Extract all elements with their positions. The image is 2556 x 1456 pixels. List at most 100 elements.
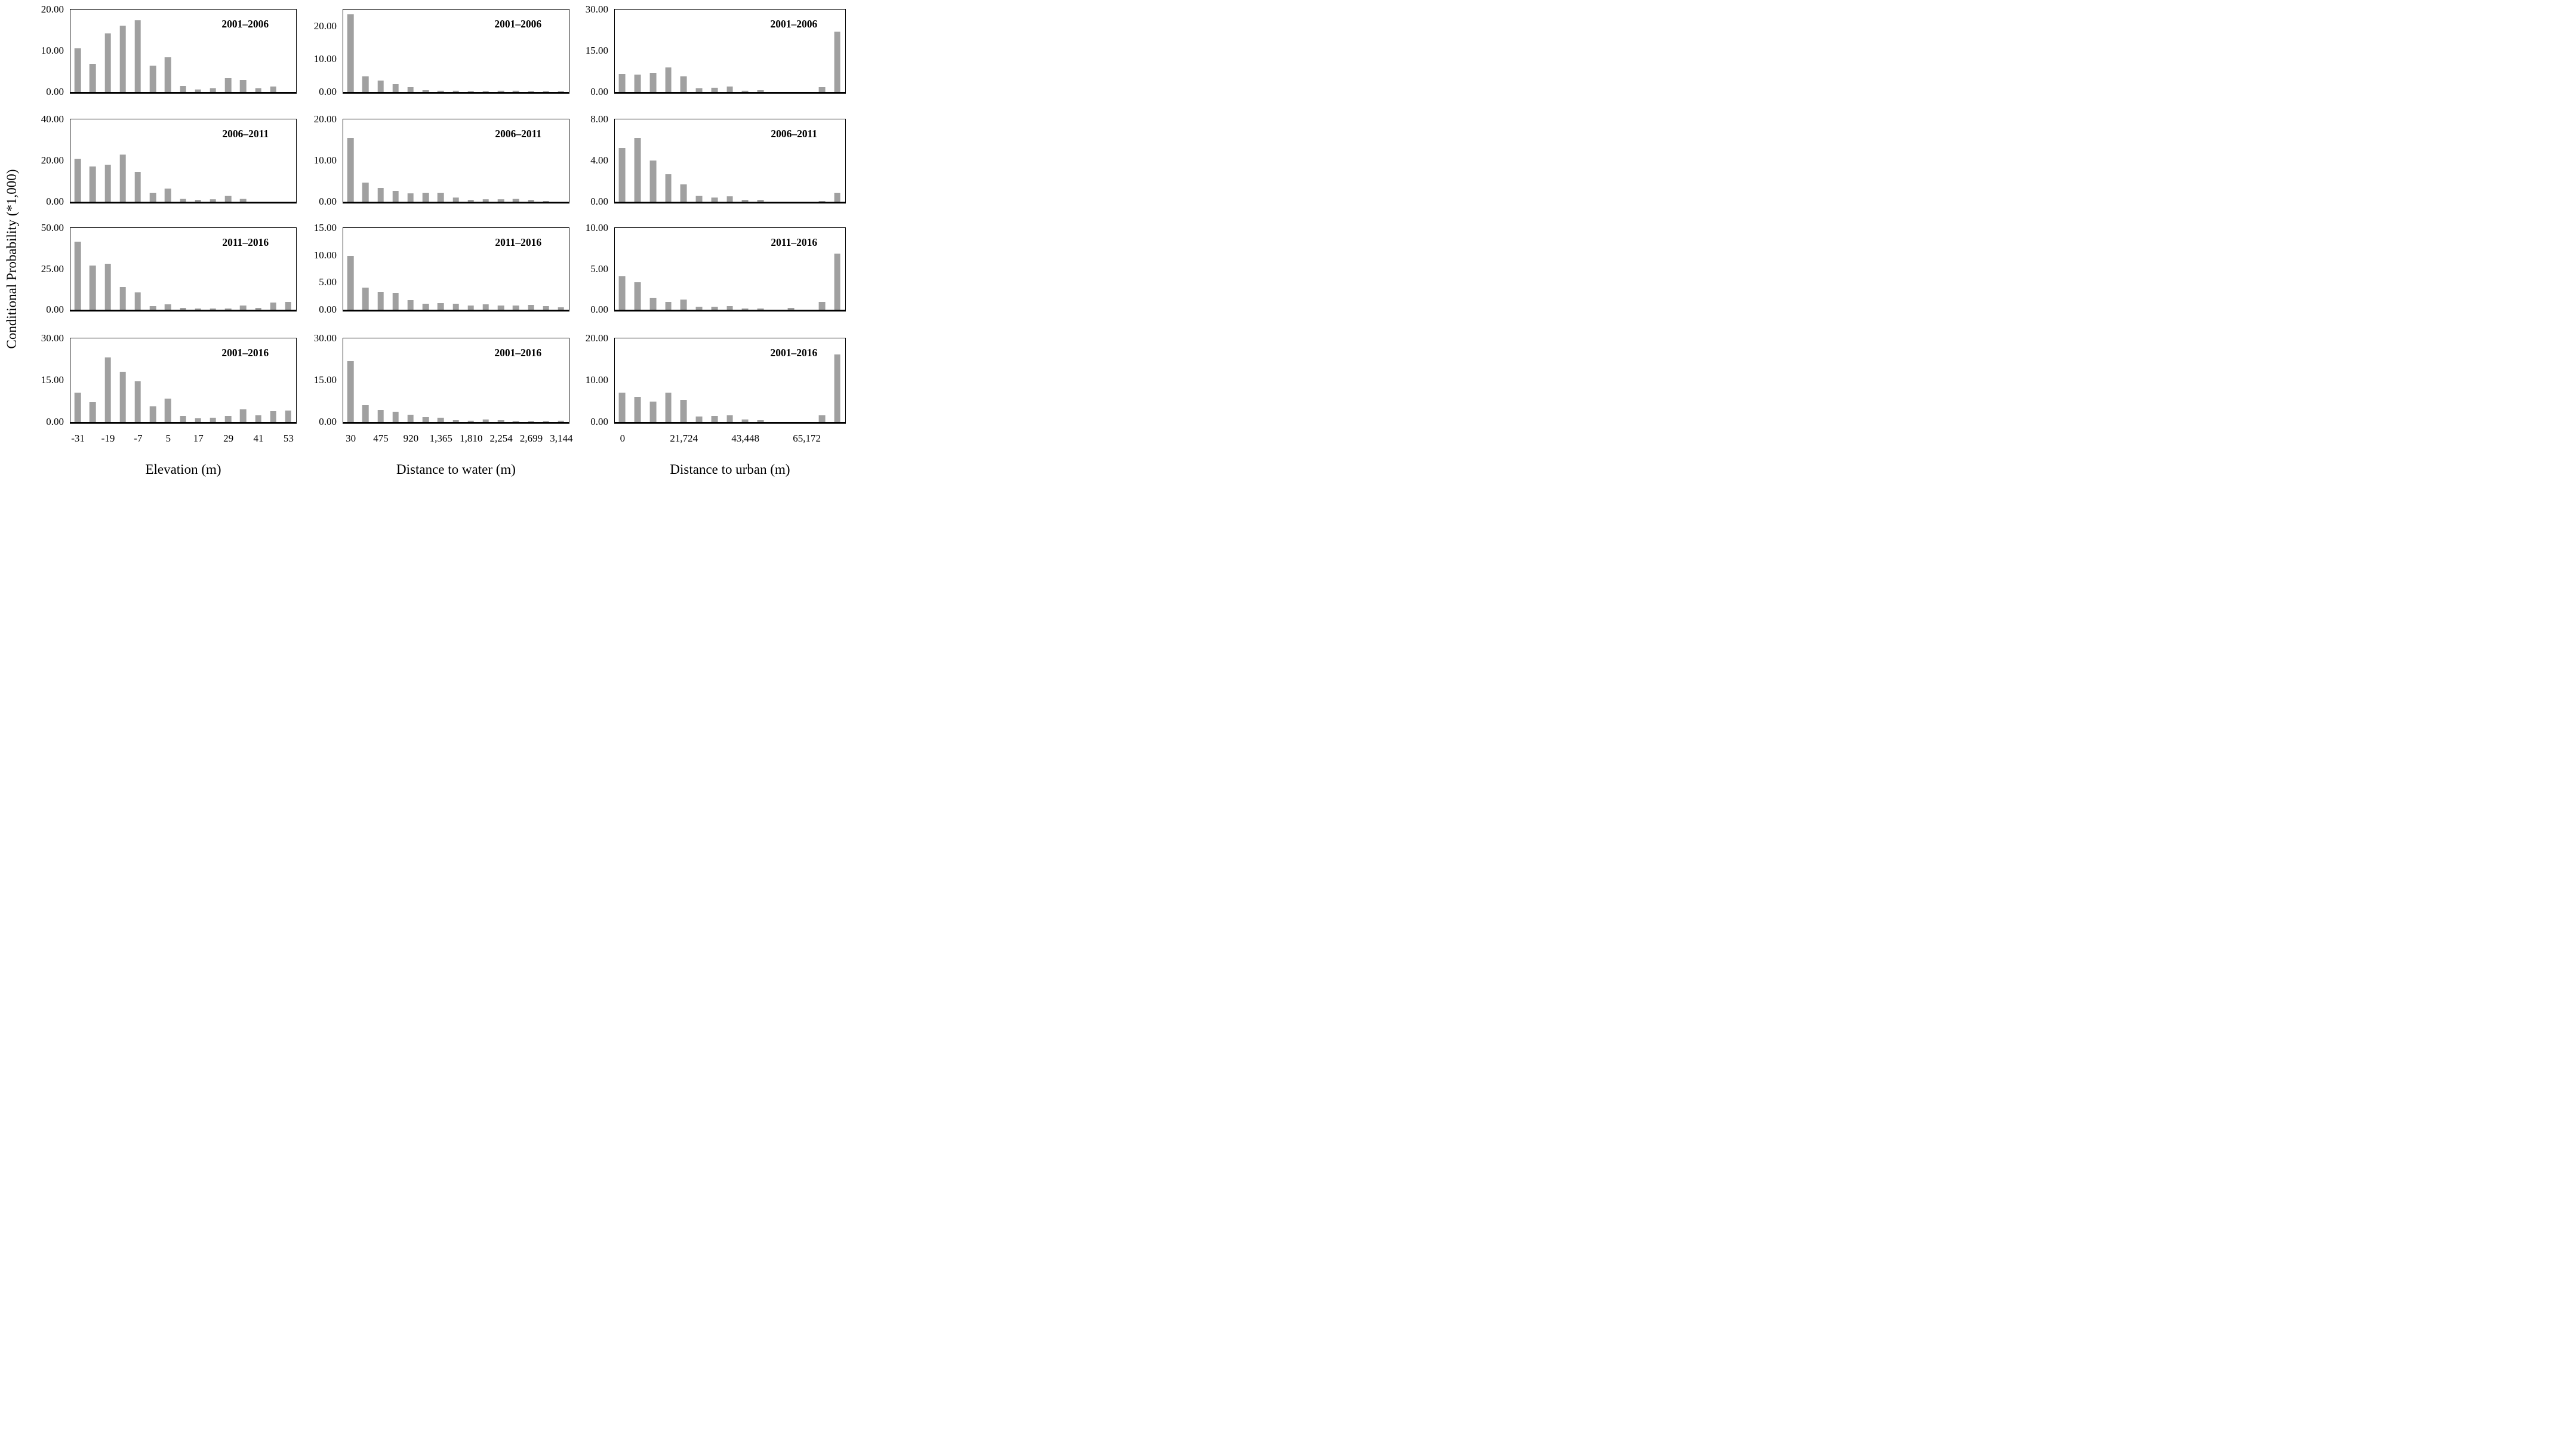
bar (90, 402, 96, 422)
bar (452, 303, 459, 310)
bar (618, 393, 626, 422)
bar (285, 301, 292, 310)
bar (285, 410, 292, 422)
x-tick-label: 17 (193, 433, 204, 444)
bar (165, 188, 171, 202)
period-label: 2011–2016 (771, 236, 818, 248)
plot-area: 2011–2016 (614, 227, 846, 311)
bar (649, 72, 657, 92)
bar (680, 76, 687, 92)
plot-area: 2001–2016 (342, 337, 569, 424)
bar (726, 196, 733, 202)
bar (618, 276, 626, 310)
y-tick-label: 0.00 (590, 86, 608, 97)
bar (757, 90, 764, 92)
period-label: 2011–2016 (222, 236, 269, 248)
bar (452, 419, 459, 422)
bar (695, 417, 703, 422)
bar (90, 63, 96, 92)
bar (543, 91, 549, 92)
bar (618, 74, 626, 92)
y-tick-label: 0.00 (590, 304, 608, 315)
bar (634, 75, 641, 92)
bar (438, 303, 444, 310)
y-axis-title: Conditional Probability (*1,000) (4, 169, 19, 349)
bar (649, 160, 657, 202)
bar (104, 164, 111, 202)
bar (347, 14, 354, 92)
bar (818, 301, 826, 310)
bar (757, 200, 764, 202)
bar (497, 305, 504, 310)
bar (726, 87, 733, 92)
x-tick-label: -7 (134, 433, 143, 444)
y-tick-label: 10.00 (313, 53, 337, 64)
x-tick-label: -19 (101, 433, 115, 444)
bar (818, 415, 826, 422)
bar (482, 91, 489, 92)
bar (407, 414, 414, 422)
period-label: 2011–2016 (495, 236, 542, 248)
bar (180, 85, 186, 92)
y-tick-label: 20.00 (41, 155, 64, 166)
bar (497, 419, 504, 422)
bar (634, 137, 641, 202)
bar (104, 357, 111, 422)
x-tick-label: 1,365 (429, 433, 452, 444)
bar (680, 300, 687, 310)
bar (680, 400, 687, 422)
y-tick-label: 15.00 (313, 374, 337, 385)
bar (543, 306, 549, 310)
bar (711, 197, 718, 202)
bar (240, 306, 247, 310)
bar (741, 419, 749, 422)
bar (119, 26, 126, 92)
bar (224, 78, 232, 92)
bar (270, 86, 276, 92)
bar (377, 292, 384, 310)
bar (741, 90, 749, 92)
plot-area: 2006–2011 (69, 118, 297, 203)
bar (467, 305, 474, 310)
period-label: 2006–2011 (222, 127, 269, 140)
bar (818, 200, 826, 202)
bar (665, 393, 672, 422)
bar (788, 308, 794, 310)
period-label: 2001–2006 (494, 17, 542, 30)
bar (119, 371, 126, 422)
bar (528, 91, 534, 92)
bar (834, 32, 841, 92)
figure: Conditional Probability (*1,000) 2001–20… (0, 0, 852, 486)
x-tick-label: 920 (403, 433, 419, 444)
bar (74, 241, 81, 310)
bar (482, 304, 489, 310)
bar (362, 405, 369, 422)
y-tick-label: 0.00 (590, 196, 608, 207)
bar (695, 307, 703, 310)
bar (665, 302, 672, 310)
period-label: 2001–2016 (770, 346, 818, 359)
period-label: 2001–2016 (494, 346, 542, 359)
y-tick-label: 15.00 (585, 45, 608, 56)
y-tick-label: 30.00 (585, 4, 608, 15)
bar (149, 306, 156, 310)
bar (255, 307, 261, 310)
bar (240, 198, 247, 202)
bar (74, 392, 81, 422)
y-tick-label: 15.00 (313, 222, 337, 233)
bar (165, 57, 171, 92)
bar (240, 409, 247, 422)
bar (634, 396, 641, 422)
plot-area: 2001–2016 (69, 337, 297, 424)
bar (195, 200, 201, 202)
bar (347, 137, 354, 202)
plot-area: 2006–2011 (614, 118, 846, 203)
bar (195, 418, 201, 422)
bar (741, 199, 749, 202)
y-tick-label: 0.00 (46, 416, 64, 427)
y-tick-label: 0.00 (46, 196, 64, 207)
bar (726, 306, 733, 310)
bar (558, 91, 565, 92)
y-tick-label: 15.00 (41, 374, 64, 385)
bar (834, 253, 841, 310)
